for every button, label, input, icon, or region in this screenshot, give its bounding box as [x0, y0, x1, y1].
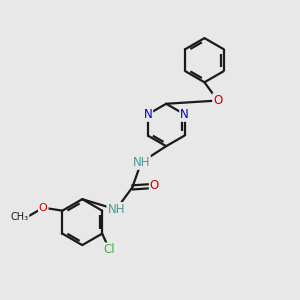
- Text: CH₃: CH₃: [11, 212, 29, 221]
- Text: O: O: [150, 179, 159, 192]
- Text: N: N: [143, 108, 152, 121]
- Text: O: O: [213, 94, 222, 107]
- Text: O: O: [39, 203, 48, 213]
- Text: NH: NH: [132, 156, 150, 169]
- Text: NH: NH: [107, 203, 125, 216]
- Text: Cl: Cl: [104, 243, 115, 256]
- Text: N: N: [180, 108, 189, 121]
